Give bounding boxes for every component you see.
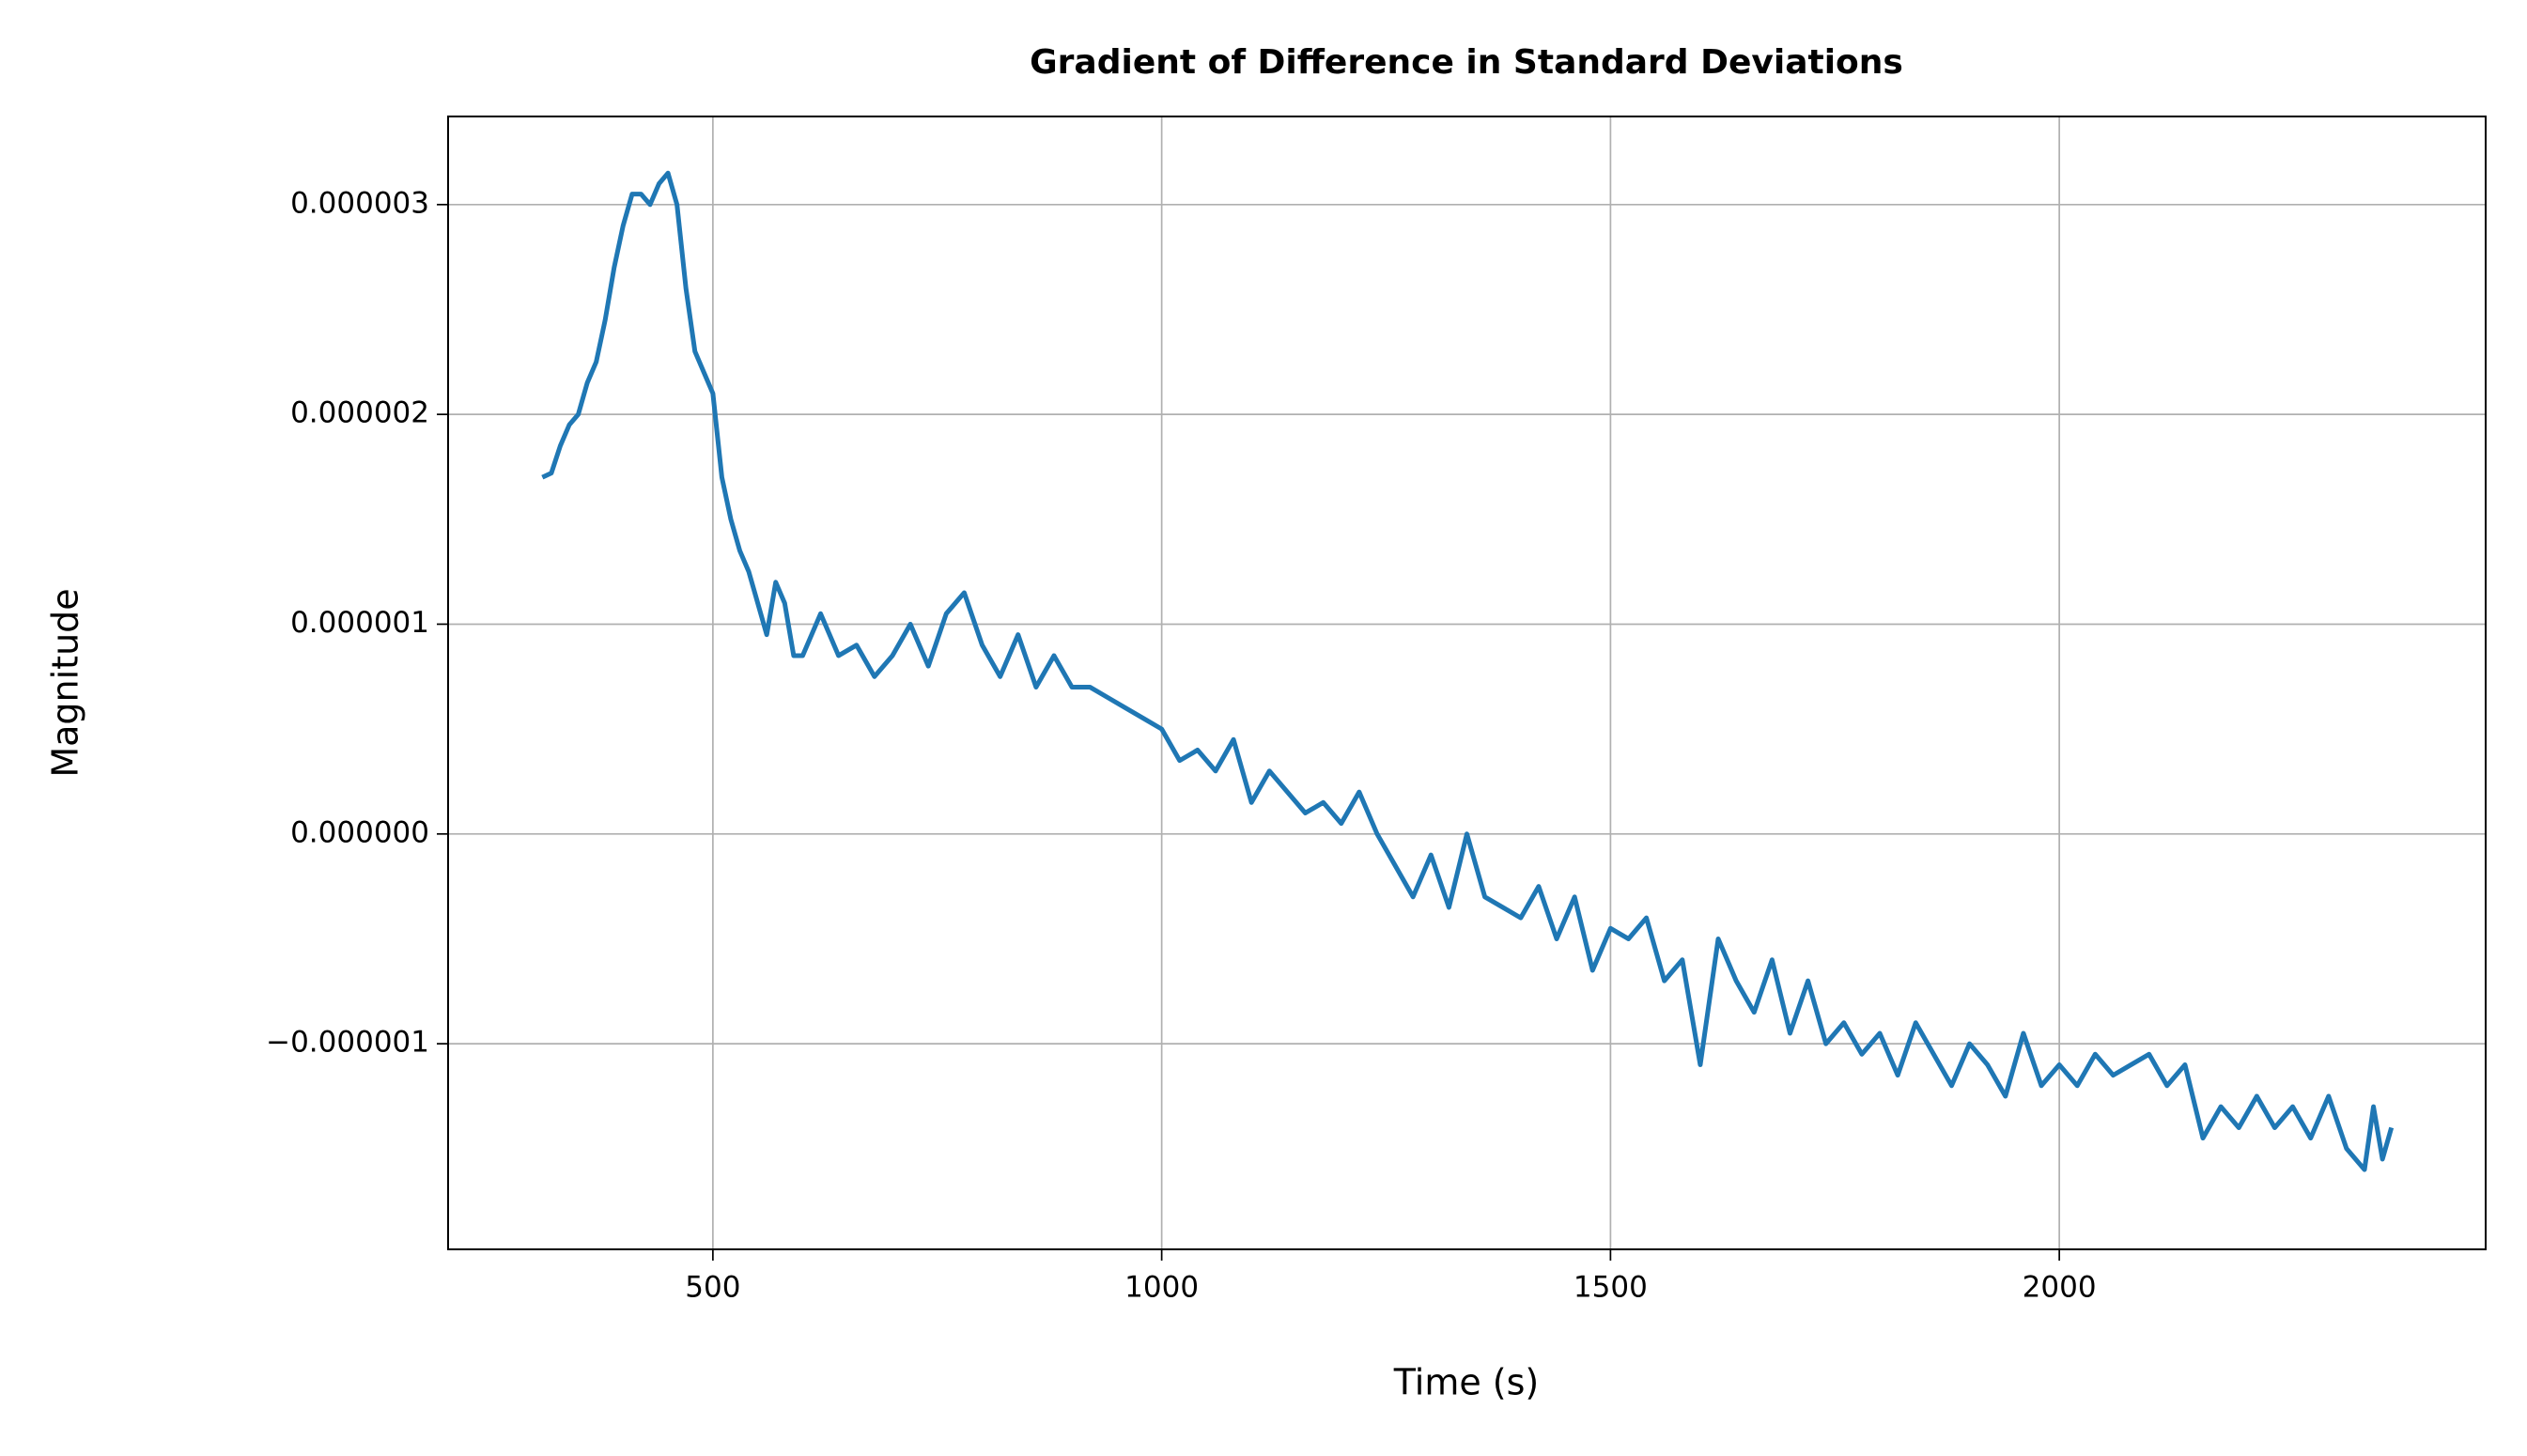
y-tick-label: 0.000003	[290, 186, 429, 220]
x-tick-label: 2000	[2023, 1271, 2097, 1305]
chart-title: Gradient of Difference in Standard Devia…	[1030, 43, 1903, 82]
y-tick-label: 0.000000	[290, 815, 429, 849]
y-tick-label: 0.000001	[290, 606, 429, 640]
x-tick-label: 1000	[1124, 1271, 1199, 1305]
data-line	[541, 170, 2395, 1172]
y-axis-label: Magnitude	[45, 588, 86, 777]
plot-frame	[447, 116, 2487, 1250]
y-tick-label: 0.000002	[290, 396, 429, 430]
x-tick-label: 1500	[1574, 1271, 1648, 1305]
x-axis-label: Time (s)	[1393, 1362, 1540, 1403]
y-tick-label: −0.000001	[266, 1026, 429, 1060]
x-tick-label: 500	[685, 1271, 740, 1305]
